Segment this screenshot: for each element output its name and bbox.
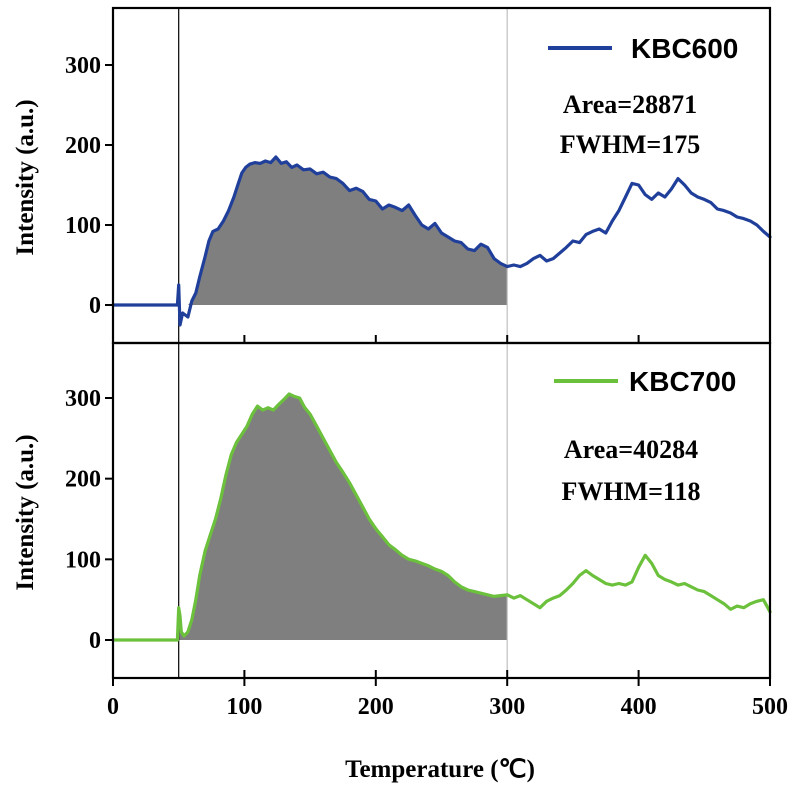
legend-label-kbc600: KBC600 — [631, 33, 738, 64]
y-tick-label: 0 — [89, 293, 101, 319]
shaded-area-kbc700 — [178, 394, 508, 640]
area-annotation: Area=40284 — [564, 435, 698, 464]
x-axis: 0 100 200 300 400 500 — [107, 678, 788, 720]
y-axis-label: Intensity (a.u.) — [12, 434, 39, 590]
y-tick-label: 200 — [65, 467, 101, 493]
x-tick-label: 100 — [226, 694, 262, 720]
y-tick-label: 200 — [65, 133, 101, 159]
x-tick-label: 0 — [107, 694, 119, 720]
x-tick-label: 300 — [489, 694, 525, 720]
series-line-kbc700 — [111, 392, 772, 642]
fwhm-annotation: FWHM=175 — [560, 130, 700, 159]
area-annotation: Area=28871 — [563, 90, 697, 119]
panel-kbc600: 0 100 200 300 Intensity (a.u.) KBC600 Area=288… — [12, 6, 772, 345]
x-tick-label: 500 — [752, 694, 788, 720]
legend-label-kbc700: KBC700 — [629, 366, 736, 397]
y-tick-label: 300 — [65, 386, 101, 412]
y-tick-label: 100 — [65, 547, 101, 573]
y-tick-label: 100 — [65, 213, 101, 239]
series-line-kbc600 — [111, 155, 772, 327]
x-axis-label: Temperature (℃) — [345, 756, 535, 783]
y-tick-label: 0 — [89, 628, 101, 654]
x-tick-label: 200 — [358, 694, 394, 720]
plot-frame — [111, 341, 772, 680]
shaded-area-kbc600 — [185, 157, 508, 305]
panels-layer: 0 100 200 300 Intensity (a.u.) KBC600 Area=288… — [12, 6, 772, 680]
y-tick-label: 300 — [65, 53, 101, 79]
fwhm-annotation: FWHM=118 — [561, 477, 700, 506]
x-tick-label: 400 — [621, 694, 657, 720]
y-axis-label: Intensity (a.u.) — [12, 99, 39, 255]
panel-kbc700: 0 100 200 300 Intensity (a.u.) KBC700 Area=402… — [12, 341, 772, 680]
